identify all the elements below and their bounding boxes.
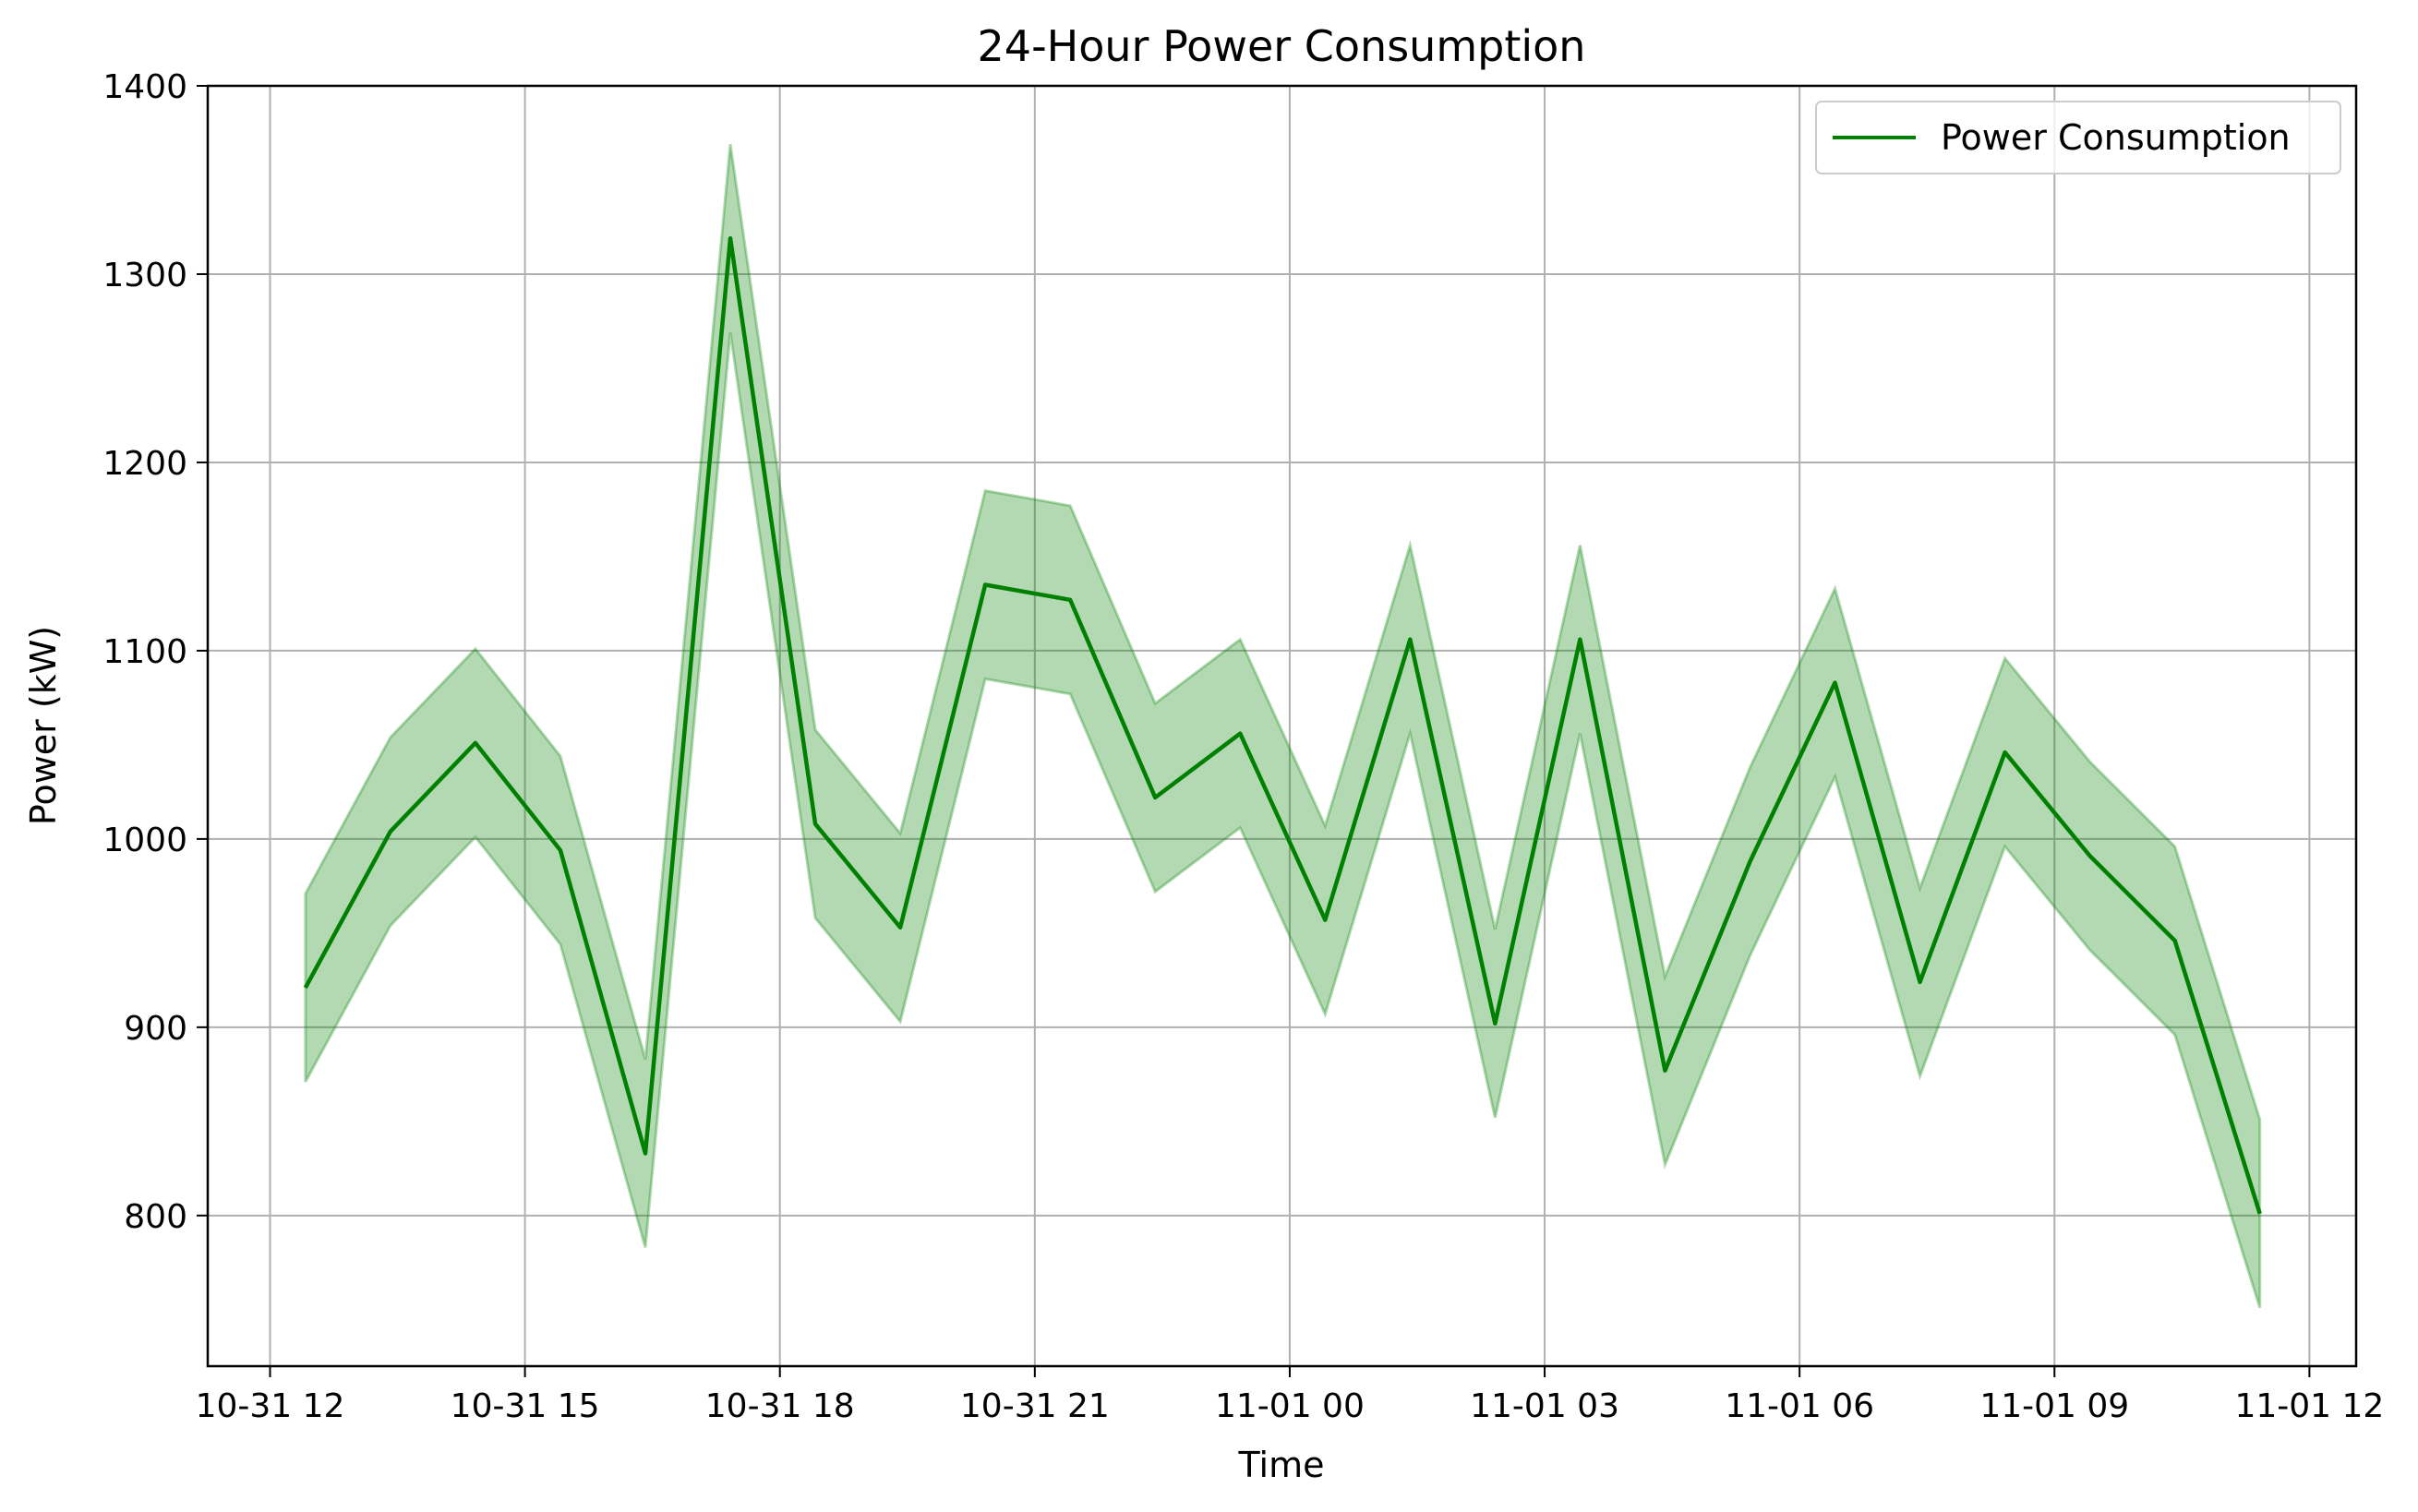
- x-tick-label: 10-31 12: [196, 1387, 345, 1425]
- power-consumption-line: [303, 235, 2262, 1215]
- x-tick-label: 10-31 18: [705, 1387, 855, 1425]
- y-axis-label: Power (kW): [23, 626, 64, 825]
- y-tick-label: 1000: [102, 822, 187, 859]
- series-line-layer: [303, 235, 2262, 1215]
- confidence-band: [304, 144, 2262, 1309]
- x-tick-label: 11-01 06: [1725, 1387, 1874, 1425]
- x-tick-label: 10-31 21: [960, 1387, 1110, 1425]
- y-axis-ticks: 800 900 1000 1100 1200 1300 1400: [102, 68, 208, 1236]
- legend-label: Power Consumption: [1941, 117, 2291, 158]
- grid: [208, 85, 2356, 1366]
- y-tick-label: 900: [124, 1010, 187, 1048]
- y-tick-label: 1400: [102, 68, 187, 106]
- confidence-band-layer: [304, 144, 2262, 1309]
- legend-box: [1815, 101, 2341, 174]
- plot-frame: [206, 84, 2358, 1368]
- y-tick-label: 1200: [102, 445, 187, 483]
- legend: Power Consumption: [1815, 101, 2341, 174]
- y-tick-label: 1100: [102, 633, 187, 671]
- x-tick-label: 11-01 00: [1215, 1387, 1365, 1425]
- x-tick-label: 11-01 09: [1979, 1387, 2129, 1425]
- x-tick-label: 11-01 03: [1470, 1387, 1619, 1425]
- x-tick-label: 10-31 15: [451, 1387, 600, 1425]
- chart-title: 24-Hour Power Consumption: [978, 21, 1586, 71]
- y-tick-label: 800: [124, 1198, 187, 1236]
- x-tick-label: 11-01 12: [2234, 1387, 2384, 1425]
- y-tick-label: 1300: [102, 257, 187, 294]
- x-axis-label: Time: [1238, 1445, 1325, 1485]
- x-axis-ticks: 10-31 12 10-31 15 10-31 18 10-31 21 11-01 00…: [196, 1366, 2384, 1425]
